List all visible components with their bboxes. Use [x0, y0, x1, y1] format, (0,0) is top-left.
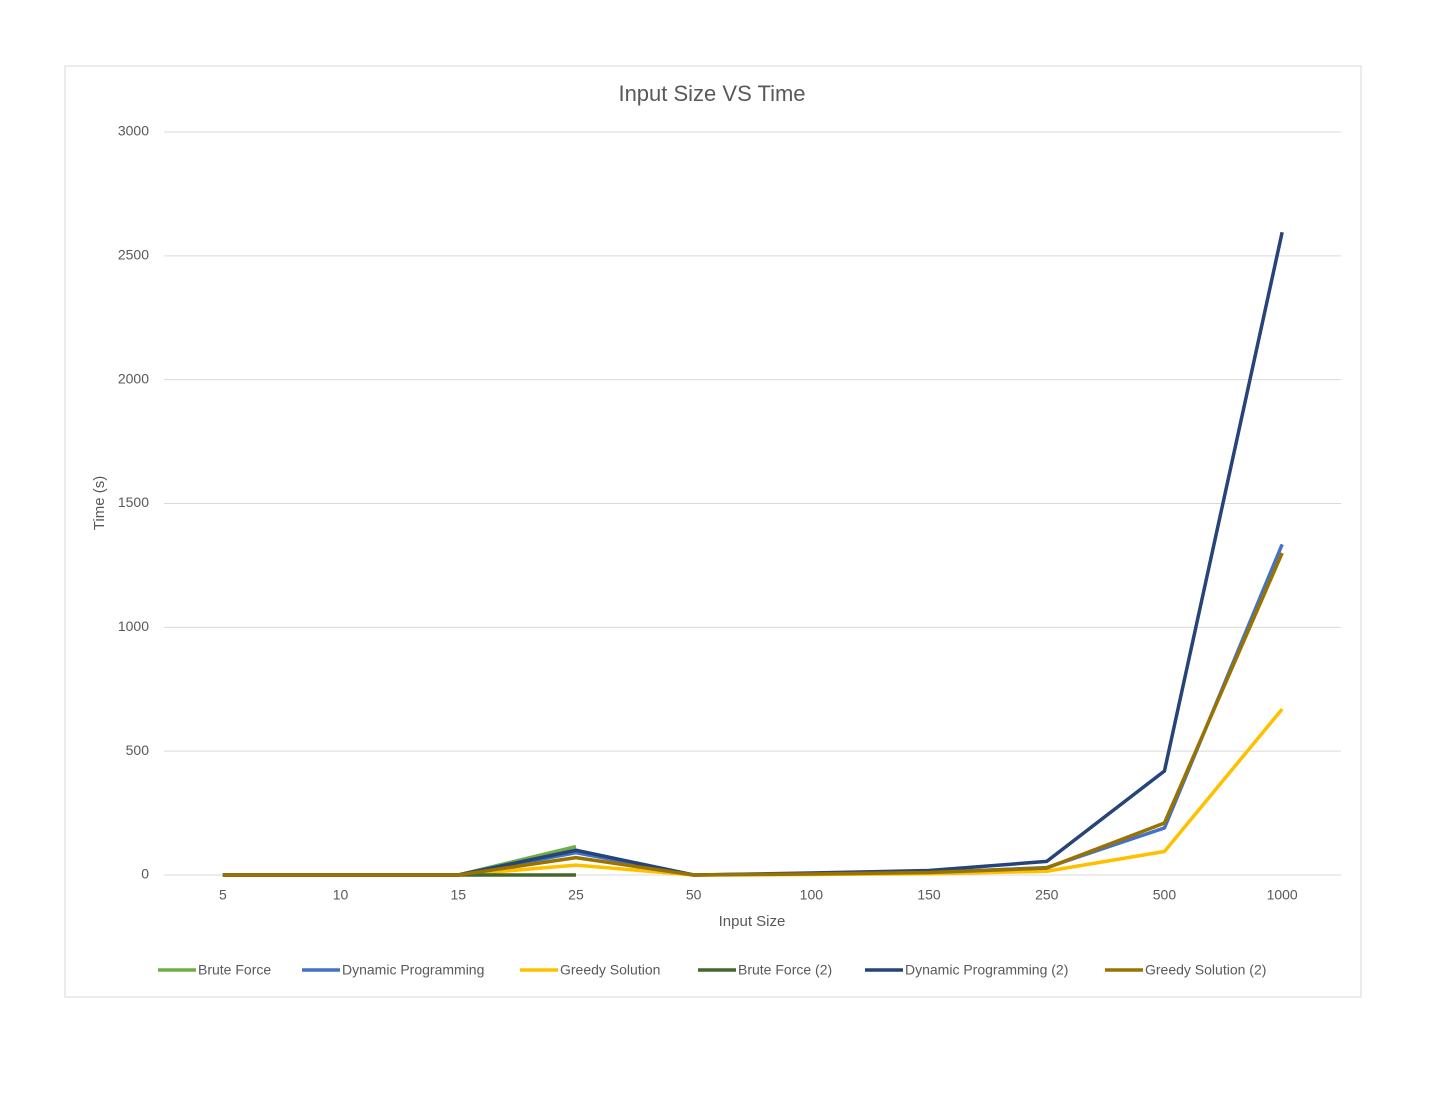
x-axis-label: Input Size	[719, 913, 786, 930]
y-tick-label: 500	[126, 742, 150, 758]
x-tick-label: 150	[917, 887, 941, 903]
x-tick-label: 500	[1153, 887, 1177, 903]
x-tick-label: 1000	[1267, 887, 1298, 903]
legend-label: Greedy Solution	[560, 962, 660, 978]
x-tick-label: 15	[450, 887, 466, 903]
y-tick-label: 2500	[118, 247, 149, 263]
x-tick-label: 50	[686, 887, 702, 903]
y-tick-label: 1000	[118, 618, 149, 634]
x-tick-label: 100	[800, 887, 824, 903]
y-tick-label: 0	[141, 866, 149, 882]
legend-label: Greedy Solution (2)	[1145, 962, 1266, 978]
legend-label: Dynamic Programming (2)	[905, 962, 1068, 978]
x-tick-label: 25	[568, 887, 584, 903]
chart-border	[64, 65, 1362, 998]
chart-title: Input Size VS Time	[618, 81, 805, 106]
y-tick-label: 1500	[118, 494, 149, 510]
legend-label: Brute Force	[198, 962, 271, 978]
legend-label: Dynamic Programming	[342, 962, 484, 978]
y-tick-label: 2000	[118, 370, 149, 386]
x-tick-label: 250	[1035, 887, 1059, 903]
series-line	[222, 552, 1284, 877]
y-axis-label: Time (s)	[91, 476, 108, 530]
x-tick-label: 10	[333, 887, 349, 903]
y-tick-label: 3000	[118, 123, 149, 139]
x-tick-label: 5	[219, 887, 227, 903]
legend-label: Brute Force (2)	[738, 962, 832, 978]
